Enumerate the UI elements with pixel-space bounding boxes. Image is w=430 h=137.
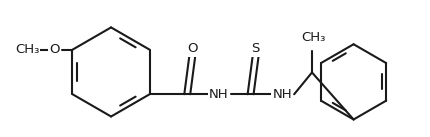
- Text: NH: NH: [209, 88, 228, 101]
- Text: S: S: [251, 42, 259, 55]
- Text: O: O: [187, 42, 197, 55]
- Text: O: O: [49, 43, 60, 56]
- Text: CH₃: CH₃: [15, 43, 39, 56]
- Text: CH₃: CH₃: [300, 31, 324, 44]
- Text: NH: NH: [272, 88, 292, 101]
